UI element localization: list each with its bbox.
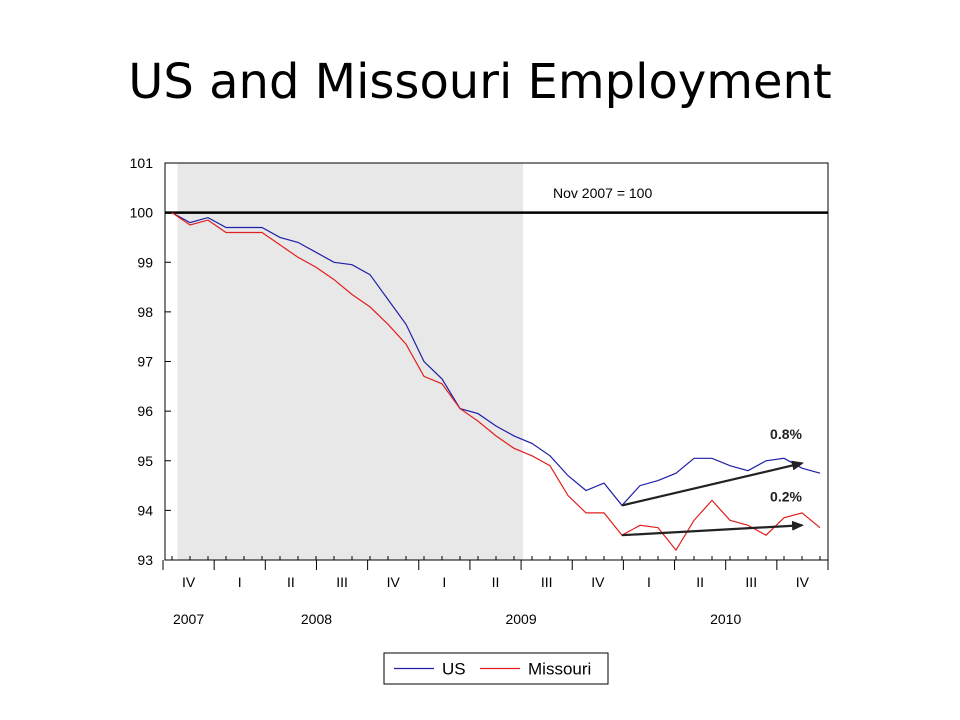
annotation-arrow <box>621 460 804 507</box>
annotation-label: 0.2% <box>770 488 802 504</box>
series-line-missouri <box>171 212 821 552</box>
recession-shading <box>177 163 523 560</box>
y-tick-label: 96 <box>137 403 153 419</box>
y-tick-label: 93 <box>137 552 153 568</box>
y-tick-label: 101 <box>130 155 154 171</box>
y-tick-label: 97 <box>137 354 153 370</box>
annotation-label: 0.8% <box>770 426 802 442</box>
x-year-label: 2007 <box>173 611 204 627</box>
legend-label-us: US <box>442 660 466 679</box>
x-year-label: 2010 <box>710 611 741 627</box>
y-tick-label: 95 <box>137 453 153 469</box>
x-quarter-label: III <box>541 574 553 590</box>
x-quarter-label: I <box>238 574 242 590</box>
x-quarter-label: IV <box>796 574 810 590</box>
reference-line-label: Nov 2007 = 100 <box>553 185 652 201</box>
x-quarter-label: I <box>647 574 651 590</box>
x-quarter-label: II <box>696 574 704 590</box>
annotation-arrow <box>621 520 804 537</box>
x-quarter-label: IV <box>387 574 401 590</box>
x-quarter-label: III <box>745 574 757 590</box>
x-quarter-label: I <box>442 574 446 590</box>
y-tick-label: 100 <box>130 205 154 221</box>
x-quarter-label: IV <box>591 574 605 590</box>
x-quarter-label: II <box>287 574 295 590</box>
x-quarter-label: IV <box>182 574 196 590</box>
x-quarter-label: III <box>336 574 348 590</box>
y-tick-label: 94 <box>137 502 153 518</box>
y-tick-label: 98 <box>137 304 153 320</box>
y-tick-label: 99 <box>137 254 153 270</box>
x-quarter-label: II <box>492 574 500 590</box>
x-year-label: 2008 <box>301 611 332 627</box>
x-year-label: 2009 <box>505 611 536 627</box>
series-line-us <box>171 212 821 507</box>
slide-title: US and Missouri Employment <box>128 54 832 110</box>
legend-label-missouri: Missouri <box>528 660 591 679</box>
